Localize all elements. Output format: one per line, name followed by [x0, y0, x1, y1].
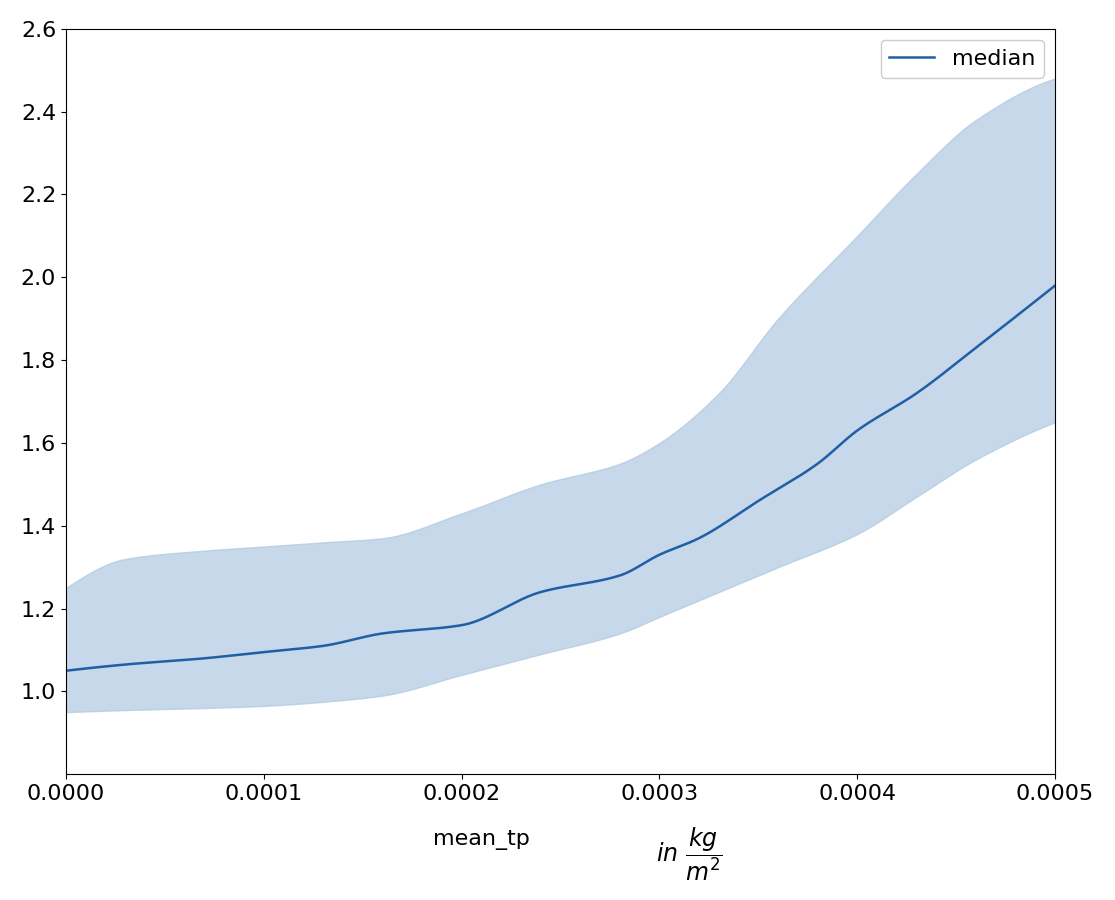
- Legend: median: median: [881, 40, 1044, 77]
- median: [1025, 299, 1038, 310]
- median: [535, 587, 549, 598]
- Text: mean_tp: mean_tp: [433, 830, 530, 850]
- Text: $in\ \dfrac{kg}{m^2}$: $in\ \dfrac{kg}{m^2}$: [656, 825, 723, 883]
- Line: median: median: [66, 285, 1055, 670]
- median: [529, 589, 542, 599]
- median: [59, 665, 72, 676]
- median: [594, 575, 608, 586]
- median: [648, 552, 661, 562]
- median: [870, 412, 883, 423]
- median: [1048, 280, 1061, 291]
